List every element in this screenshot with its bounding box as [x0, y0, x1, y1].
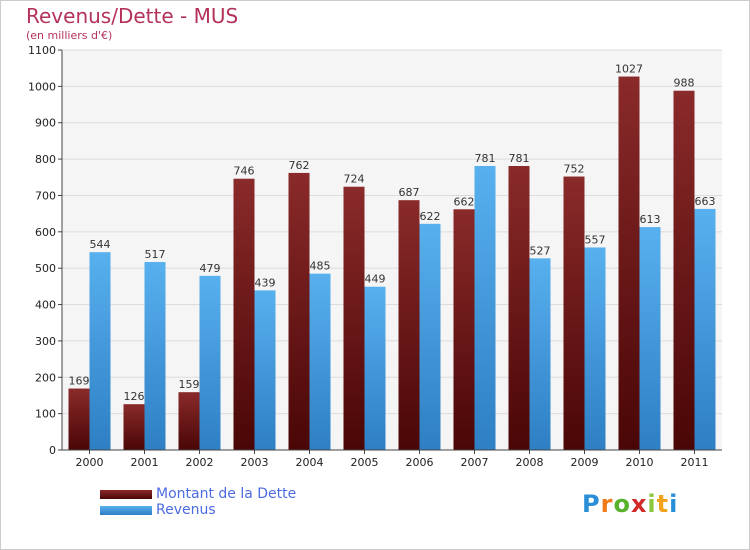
data-label: 752 — [564, 163, 585, 176]
bar-dette — [68, 388, 90, 450]
y-axis: 0 100 200 300 400 500 600 700 800 900 1000 1100 — [28, 44, 63, 457]
chart-subtitle: (en milliers d'€) — [26, 29, 113, 42]
data-label: 159 — [179, 378, 200, 391]
logo-letter: i — [647, 490, 657, 518]
bar-revenus — [529, 258, 551, 450]
bar-revenus — [144, 262, 166, 450]
x-axis: 2000 2001 2002 2003 2004 2005 2006 2007 2008 2009… — [62, 449, 722, 469]
data-label: 663 — [695, 195, 716, 208]
plot-background — [62, 50, 722, 450]
x-tick-label: 2008 — [516, 456, 544, 469]
data-label: 724 — [344, 173, 365, 186]
legend-label-debt: Montant de la Dette — [156, 486, 297, 502]
x-tick-label: 2005 — [351, 456, 379, 469]
bar-dette — [178, 392, 200, 450]
bar-dette — [508, 166, 530, 450]
y-tick-label: 500 — [35, 262, 56, 275]
bar-dette — [618, 76, 640, 450]
legend-swatch-revenus — [100, 506, 152, 515]
bar-dette — [563, 176, 585, 450]
x-tick-label: 2006 — [406, 456, 434, 469]
logo-letter: o — [613, 490, 631, 518]
data-label: 988 — [674, 77, 695, 90]
legend-label-revenus: Revenus — [156, 502, 216, 518]
bar-revenus — [694, 208, 716, 450]
x-tick-label: 2002 — [186, 456, 214, 469]
data-label: 557 — [585, 233, 606, 246]
x-tick-label: 2011 — [681, 456, 709, 469]
data-label: 746 — [234, 165, 255, 178]
data-label: 622 — [420, 210, 441, 223]
bar-revenus — [89, 252, 111, 450]
bars — [68, 76, 716, 451]
bar-dette — [343, 186, 365, 450]
x-tick-label: 2001 — [131, 456, 159, 469]
proxiti-logo: Proxiti — [582, 490, 678, 518]
bar-revenus — [419, 223, 441, 450]
y-tick-label: 100 — [35, 408, 56, 421]
x-tick-label: 2009 — [571, 456, 599, 469]
bar-revenus — [309, 273, 331, 450]
data-labels: 1695441265171594797464397624857244496876… — [69, 63, 716, 404]
data-label: 126 — [124, 390, 145, 403]
data-label: 479 — [200, 262, 221, 275]
y-tick-label: 1100 — [28, 44, 56, 57]
logo-letter: r — [600, 490, 614, 518]
data-label: 485 — [310, 260, 331, 273]
bar-dette — [453, 209, 475, 450]
y-tick-label: 700 — [35, 189, 56, 202]
y-tick-label: 0 — [49, 444, 56, 457]
bar-revenus — [639, 227, 661, 450]
x-tick-label: 2010 — [626, 456, 654, 469]
logo-letter: i — [669, 490, 679, 518]
y-tick-label: 1000 — [28, 80, 56, 93]
bar-dette — [233, 178, 255, 450]
logo-letter: t — [656, 490, 670, 518]
bar-revenus — [254, 290, 276, 450]
y-tick-label: 400 — [35, 299, 56, 312]
y-tick-label: 600 — [35, 226, 56, 239]
bar-dette — [288, 172, 310, 450]
data-label: 449 — [365, 273, 386, 286]
chart-title: Revenus/Dette - MUS — [26, 4, 239, 28]
data-label: 1027 — [615, 63, 643, 76]
data-label: 544 — [90, 238, 111, 251]
bar-dette — [673, 90, 695, 451]
data-label: 439 — [255, 276, 276, 289]
logo-letter: x — [630, 490, 648, 518]
data-label: 687 — [399, 186, 420, 199]
data-label: 662 — [454, 195, 475, 208]
legend-swatch-debt — [100, 490, 152, 499]
bar-dette — [123, 404, 145, 450]
data-label: 762 — [289, 159, 310, 172]
data-label: 517 — [145, 248, 166, 261]
data-label: 169 — [69, 375, 90, 388]
data-label: 613 — [640, 213, 661, 226]
bar-revenus — [584, 247, 606, 450]
bar-revenus — [199, 275, 221, 450]
x-tick-label: 2003 — [241, 456, 269, 469]
bar-revenus — [364, 286, 386, 450]
x-tick-label: 2000 — [76, 456, 104, 469]
x-tick-label: 2007 — [461, 456, 489, 469]
logo-letter: P — [582, 490, 601, 518]
y-tick-label: 800 — [35, 153, 56, 166]
data-label: 781 — [475, 152, 496, 165]
y-tick-label: 900 — [35, 117, 56, 130]
x-tick-label: 2004 — [296, 456, 324, 469]
bar-dette — [398, 200, 420, 450]
data-label: 781 — [509, 152, 530, 165]
bar-revenus — [474, 166, 496, 450]
y-tick-label: 200 — [35, 371, 56, 384]
data-label: 527 — [530, 244, 551, 257]
y-tick-label: 300 — [35, 335, 56, 348]
